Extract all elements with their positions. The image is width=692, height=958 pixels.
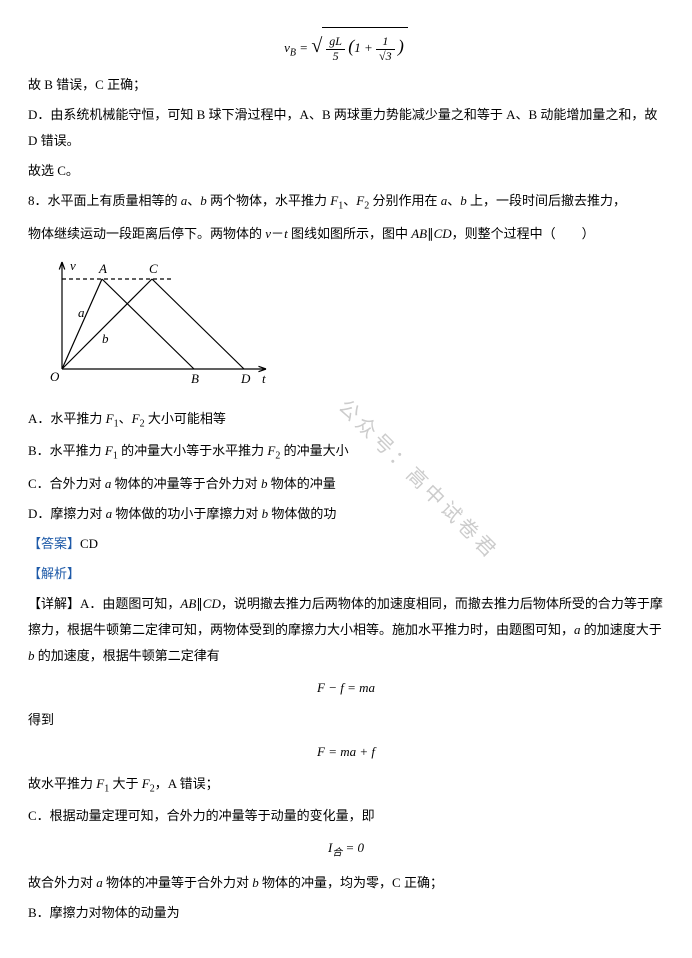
option-d: D．摩擦力对 a 物体做的功小于摩擦力对 b 物体做的功 xyxy=(28,501,664,527)
answer-line: 【答案】CD xyxy=(28,531,664,557)
formula-F-ma-f: F = ma + f xyxy=(28,739,664,765)
answer-text: CD xyxy=(80,536,98,551)
answer-label: 【答案】 xyxy=(28,536,80,551)
svg-text:B: B xyxy=(191,371,199,386)
detail-b: B．摩擦力对物体的动量为 xyxy=(28,900,664,926)
para-d: D．由系统机械能守恒，可知 B 球下滑过程中，A、B 两球重力势能减少量之和等于… xyxy=(28,102,664,154)
detail-a: 【详解】A．由题图可知，AB∥CD，说明撤去推力后两物体的加速度相同，而撤去推力… xyxy=(28,591,664,669)
option-a: A．水平推力 F1、F2 大小可能相等 xyxy=(28,406,664,435)
para-get: 得到 xyxy=(28,707,664,733)
analysis-label: 【解析】 xyxy=(28,561,664,587)
svg-text:D: D xyxy=(240,371,251,386)
svg-text:O: O xyxy=(50,369,60,384)
q8-stem-line2: 物体继续运动一段距离后停下。两物体的 v－t 图线如图所示，图中 AB∥CD，则… xyxy=(28,221,664,247)
detail-c: C．根据动量定理可知，合外力的冲量等于动量的变化量，即 xyxy=(28,803,664,829)
svg-text:a: a xyxy=(78,305,85,320)
option-c: C．合外力对 a 物体的冲量等于合外力对 b 物体的冲量 xyxy=(28,471,664,497)
svg-text:t: t xyxy=(262,371,266,386)
para-b-wrong-c-correct: 故 B 错误，C 正确； xyxy=(28,72,664,98)
formula-F-f-ma: F − f = ma xyxy=(28,675,664,701)
q8-stem-line1: 8．水平面上有质量相等的 a、b 两个物体，水平推力 F1、F2 分别作用在 a… xyxy=(28,188,664,217)
vt-diagram: Ov t A C B Da b xyxy=(44,257,664,396)
formula-I-zero: I合 = 0 xyxy=(28,835,664,864)
para-choose-c: 故选 C。 xyxy=(28,158,664,184)
detail-c-conclusion: 故合外力对 a 物体的冲量等于合外力对 b 物体的冲量，均为零，C 正确； xyxy=(28,870,664,896)
option-b: B．水平推力 F1 的冲量大小等于水平推力 F2 的冲量大小 xyxy=(28,438,664,467)
formula-vb: vB = √ gL5 (1 + 1√3 ) xyxy=(28,26,664,66)
detail-a-conclusion: 故水平推力 F1 大于 F2，A 错误； xyxy=(28,771,664,800)
svg-text:v: v xyxy=(70,258,76,273)
svg-text:b: b xyxy=(102,331,109,346)
svg-text:A: A xyxy=(98,261,107,276)
svg-text:C: C xyxy=(149,261,158,276)
